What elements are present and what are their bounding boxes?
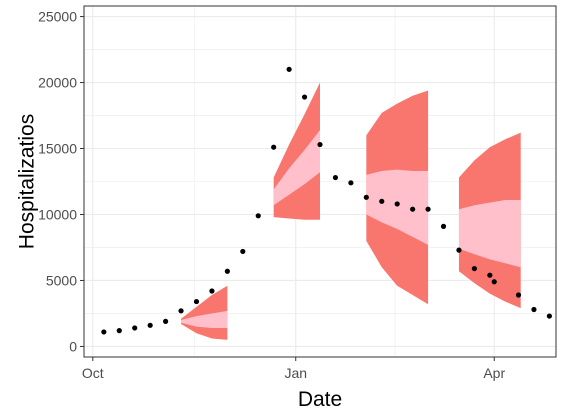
axes: 0 5000 10000 15000 20000 25000 Oct Jan Apr: [38, 9, 505, 381]
data-point: [348, 180, 354, 186]
y-tick-label: 20000: [38, 75, 77, 91]
y-tick-label: 0: [69, 338, 77, 354]
data-point: [193, 298, 200, 305]
data-point: [224, 268, 230, 274]
data-point: [425, 206, 431, 212]
data-point: [101, 329, 107, 335]
data-point: [209, 288, 215, 294]
data-point: [147, 322, 153, 328]
data-point: [240, 248, 246, 255]
y-tick-label: 10000: [38, 206, 77, 222]
forecast-band-inner: [273, 130, 320, 206]
data-point: [491, 279, 497, 285]
data-point: [487, 272, 493, 278]
x-tick-label: Jan: [284, 365, 307, 381]
data-point: [410, 206, 416, 212]
data-point: [394, 201, 400, 207]
data-point: [456, 247, 462, 253]
data-point: [163, 318, 169, 324]
data-point: [531, 306, 537, 313]
data-point: [132, 325, 138, 331]
y-tick-label: 15000: [38, 141, 77, 157]
data-point: [363, 194, 369, 200]
data-point: [440, 223, 447, 229]
points: [101, 66, 552, 335]
data-point: [271, 144, 277, 150]
data-point: [178, 308, 184, 314]
forecast-band-inner: [458, 199, 521, 268]
data-point: [546, 313, 552, 319]
bands: [181, 82, 521, 340]
data-point: [379, 198, 385, 204]
data-point: [471, 265, 477, 272]
data-point: [286, 66, 292, 72]
data-point: [116, 328, 122, 334]
data-point: [301, 94, 308, 100]
forecast-band-inner: [366, 169, 429, 245]
data-point: [332, 174, 339, 181]
y-tick-label: 25000: [38, 9, 77, 25]
y-axis-title: Hospitalizatios: [16, 114, 39, 249]
data-point: [515, 292, 522, 298]
panel-border: [83, 5, 557, 358]
x-axis-title: Date: [298, 388, 342, 411]
x-tick-label: Apr: [483, 365, 505, 381]
data-point: [317, 141, 323, 148]
x-tick-label: Oct: [82, 365, 104, 381]
data-point: [255, 213, 261, 219]
forecast-band-inner: [181, 310, 228, 328]
y-tick-label: 5000: [46, 272, 77, 288]
